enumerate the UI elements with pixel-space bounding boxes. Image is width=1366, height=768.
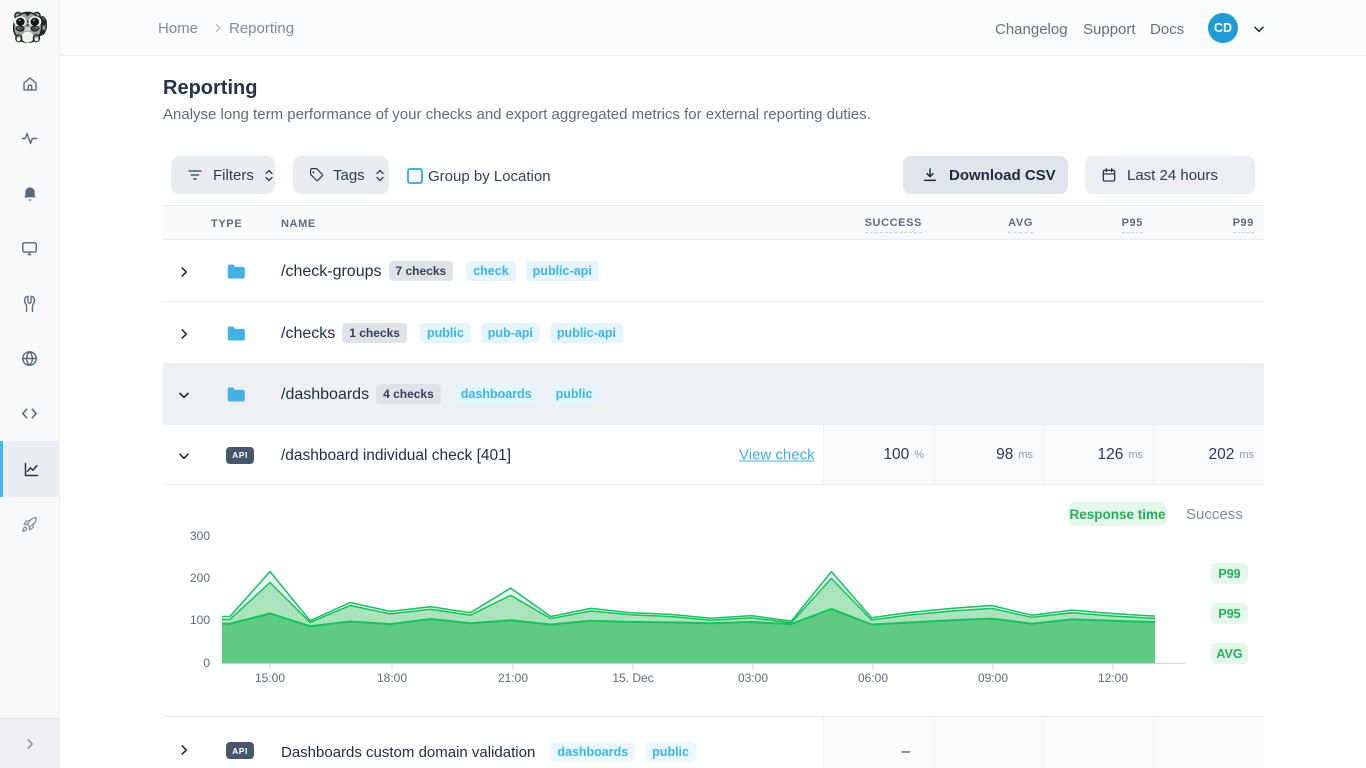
svg-text:15:00: 15:00 bbox=[255, 671, 285, 685]
svg-text:12:00: 12:00 bbox=[1098, 671, 1128, 685]
svg-text:300: 300 bbox=[190, 529, 210, 543]
svg-text:200: 200 bbox=[190, 571, 210, 585]
svg-text:18:00: 18:00 bbox=[377, 671, 407, 685]
svg-text:100: 100 bbox=[190, 613, 210, 627]
svg-text:03:00: 03:00 bbox=[738, 671, 768, 685]
svg-text:0: 0 bbox=[203, 656, 210, 670]
svg-text:15. Dec: 15. Dec bbox=[612, 671, 653, 685]
svg-text:06:00: 06:00 bbox=[858, 671, 888, 685]
svg-text:21:00: 21:00 bbox=[498, 671, 528, 685]
svg-text:09:00: 09:00 bbox=[978, 671, 1008, 685]
